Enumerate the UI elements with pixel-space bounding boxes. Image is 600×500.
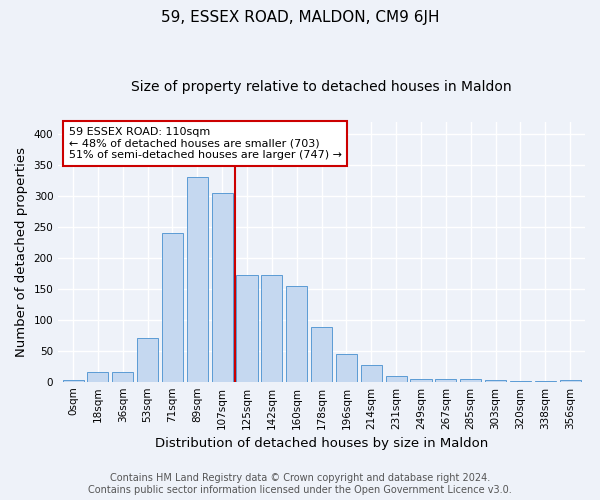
Bar (187, 178, 208, 382)
Bar (212, 193, 233, 382)
Text: 59 ESSEX ROAD: 110sqm
← 48% of detached houses are smaller (703)
51% of semi-det: 59 ESSEX ROAD: 110sqm ← 48% of detached … (69, 127, 342, 160)
Text: Contains HM Land Registry data © Crown copyright and database right 2024.
Contai: Contains HM Land Registry data © Crown c… (88, 474, 512, 495)
Bar (460, 378, 481, 382)
Bar (336, 354, 357, 382)
Bar (535, 381, 556, 382)
Bar (88, 372, 109, 382)
Y-axis label: Number of detached properties: Number of detached properties (15, 146, 28, 356)
Bar (485, 380, 506, 382)
Bar (560, 380, 581, 382)
Bar (137, 338, 158, 382)
Bar (311, 327, 332, 382)
Bar (236, 274, 257, 382)
Bar (162, 233, 183, 382)
Title: Size of property relative to detached houses in Maldon: Size of property relative to detached ho… (131, 80, 512, 94)
Bar (361, 365, 382, 382)
Bar (386, 376, 407, 382)
Bar (62, 380, 83, 382)
X-axis label: Distribution of detached houses by size in Maldon: Distribution of detached houses by size … (155, 437, 488, 450)
Bar (435, 378, 457, 382)
Bar (510, 381, 531, 382)
Text: 59, ESSEX ROAD, MALDON, CM9 6JH: 59, ESSEX ROAD, MALDON, CM9 6JH (161, 10, 439, 25)
Bar (410, 378, 431, 382)
Bar (112, 372, 133, 382)
Bar (286, 286, 307, 382)
Bar (262, 274, 283, 382)
